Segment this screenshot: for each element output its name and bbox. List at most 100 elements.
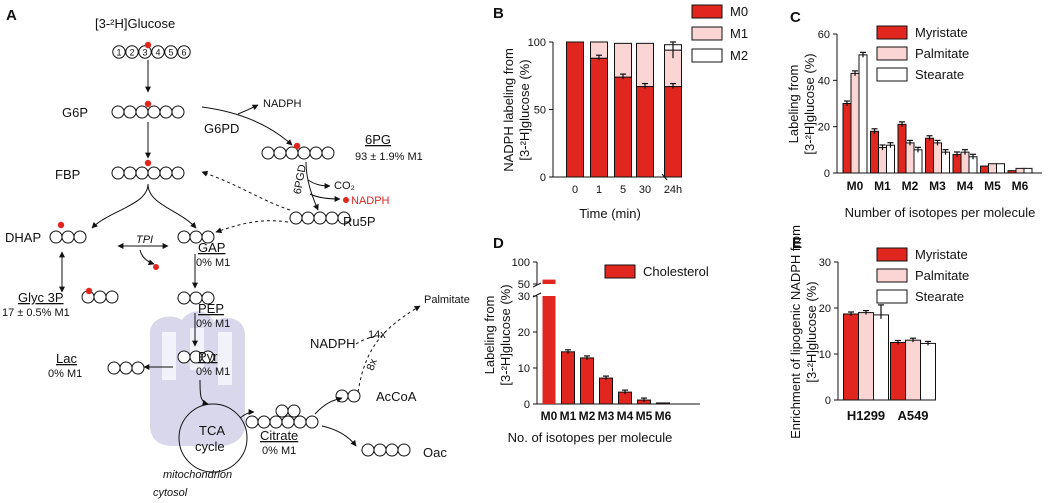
bar (1007, 170, 1017, 174)
6pgd-label: 6PGD (292, 164, 309, 196)
carbon-atom (105, 290, 119, 304)
mitochondrion-shape (149, 311, 245, 447)
bar (1015, 167, 1025, 174)
bar (850, 72, 860, 174)
carbon-atom (93, 290, 107, 304)
x-tick-label: M2 (579, 409, 596, 423)
gap-label: GAP (198, 240, 225, 255)
y-tick-label: 100 (528, 37, 546, 49)
g6p-label: G6P (62, 105, 88, 120)
bar (656, 402, 670, 405)
oac-chain (361, 443, 411, 457)
tca-label: TCA (199, 423, 225, 438)
tca-cycle-circle (178, 403, 248, 473)
carbon-atom (147, 105, 161, 119)
legend-swatch (691, 48, 723, 63)
bar (614, 42, 632, 78)
carbon-atom (135, 166, 149, 180)
carbon-number: 6 (181, 48, 186, 58)
carbon-atom (321, 146, 335, 160)
legend-swatch (691, 26, 723, 41)
x-tick-label: 0 (572, 184, 578, 196)
carbon-atom (123, 105, 137, 119)
gap-chain (177, 230, 215, 244)
legend-entry: M0 (730, 4, 748, 19)
carbon-atom (269, 415, 283, 429)
bar (843, 313, 859, 401)
carbon-atom (261, 146, 275, 160)
legend-swatch (876, 289, 908, 304)
legend-entry: Cholesterol (643, 264, 709, 279)
pep-chain (177, 291, 215, 305)
x-tick-label: M0 (847, 179, 864, 193)
carbon-atom (325, 211, 339, 225)
y-axis-label: Labeling from (482, 296, 497, 375)
cytosol-label: cytosol (153, 487, 188, 499)
deuterium-dot (293, 142, 301, 150)
bar (960, 151, 970, 174)
bar (590, 57, 608, 178)
chart-c: 0 20 40 60 M0 M1 M2 M3 M4 M5 M6 Number of isotopes … (786, 25, 1042, 220)
panel-label-b: B (493, 5, 504, 22)
bar (566, 41, 584, 178)
g6p-chain (111, 105, 185, 119)
carbon-atom (159, 166, 173, 180)
carbon-atom (309, 146, 323, 160)
panel-label-d: D (493, 235, 504, 252)
bar (897, 123, 907, 174)
y-tick-label: 0 (825, 395, 831, 407)
panel-label-c: C (790, 9, 801, 26)
carbon-atom (305, 415, 319, 429)
carbon-atom (337, 211, 351, 225)
carbon-atom (245, 415, 259, 429)
citrate-label: Citrate (260, 428, 298, 443)
bar (542, 296, 556, 404)
carbon-atom (373, 443, 387, 457)
glyc3p-note: 17 ± 0.5% M1 (2, 307, 70, 319)
y-tick-label: 0 (540, 172, 546, 184)
carbon-atom (49, 230, 63, 244)
mitochondrion-label: mitochondrion (163, 469, 232, 481)
carbon-atom (347, 389, 361, 403)
y-axis-label: [3-²H]glucose (%) (802, 53, 817, 154)
bar (614, 76, 632, 178)
carbon-atom (123, 166, 137, 180)
bar (933, 142, 942, 174)
dhap-label: DHAP (5, 230, 41, 245)
y-tick-label: 0 (824, 168, 830, 180)
y-axis-label: [3-²H]glucose (%) (517, 59, 532, 160)
carbon-number: 4 (155, 48, 160, 58)
x-tick-label: M1 (560, 409, 577, 423)
x-tick-label: M5 (984, 179, 1001, 193)
carbon-atom (275, 404, 289, 418)
x-tick-label: 5 (620, 184, 626, 196)
carbon-atom (151, 45, 165, 59)
deuterium-dot (144, 100, 152, 108)
carbon-atom (159, 105, 173, 119)
carbon-atom (177, 291, 191, 305)
dhap-chain (49, 230, 87, 244)
panel-label-e: E (792, 235, 802, 252)
lac-note: 0% M1 (48, 368, 82, 380)
carbon-atom (111, 166, 125, 180)
x-tick-label: M4 (957, 179, 974, 193)
legend-swatch (876, 268, 908, 283)
carbon-atom (107, 361, 121, 375)
carbon-atom (125, 45, 139, 59)
cycle-label: cycle (195, 439, 225, 454)
carbon-atom (171, 166, 185, 180)
bar (580, 357, 594, 405)
carbon-atom (111, 105, 125, 119)
x-tick-label: M3 (598, 409, 615, 423)
legend-entry: Stearate (915, 67, 964, 82)
legend-swatch (876, 247, 908, 262)
legend-entry: Myristate (915, 247, 968, 262)
oac-label: Oac (423, 445, 447, 460)
x-tick-label: M6 (655, 409, 672, 423)
carbon-atom (287, 404, 301, 418)
y-tick-label: 100 (512, 257, 530, 269)
y-tick-label: 0 (524, 399, 530, 411)
6pg-note: 93 ± 1.9% M1 (355, 151, 423, 163)
